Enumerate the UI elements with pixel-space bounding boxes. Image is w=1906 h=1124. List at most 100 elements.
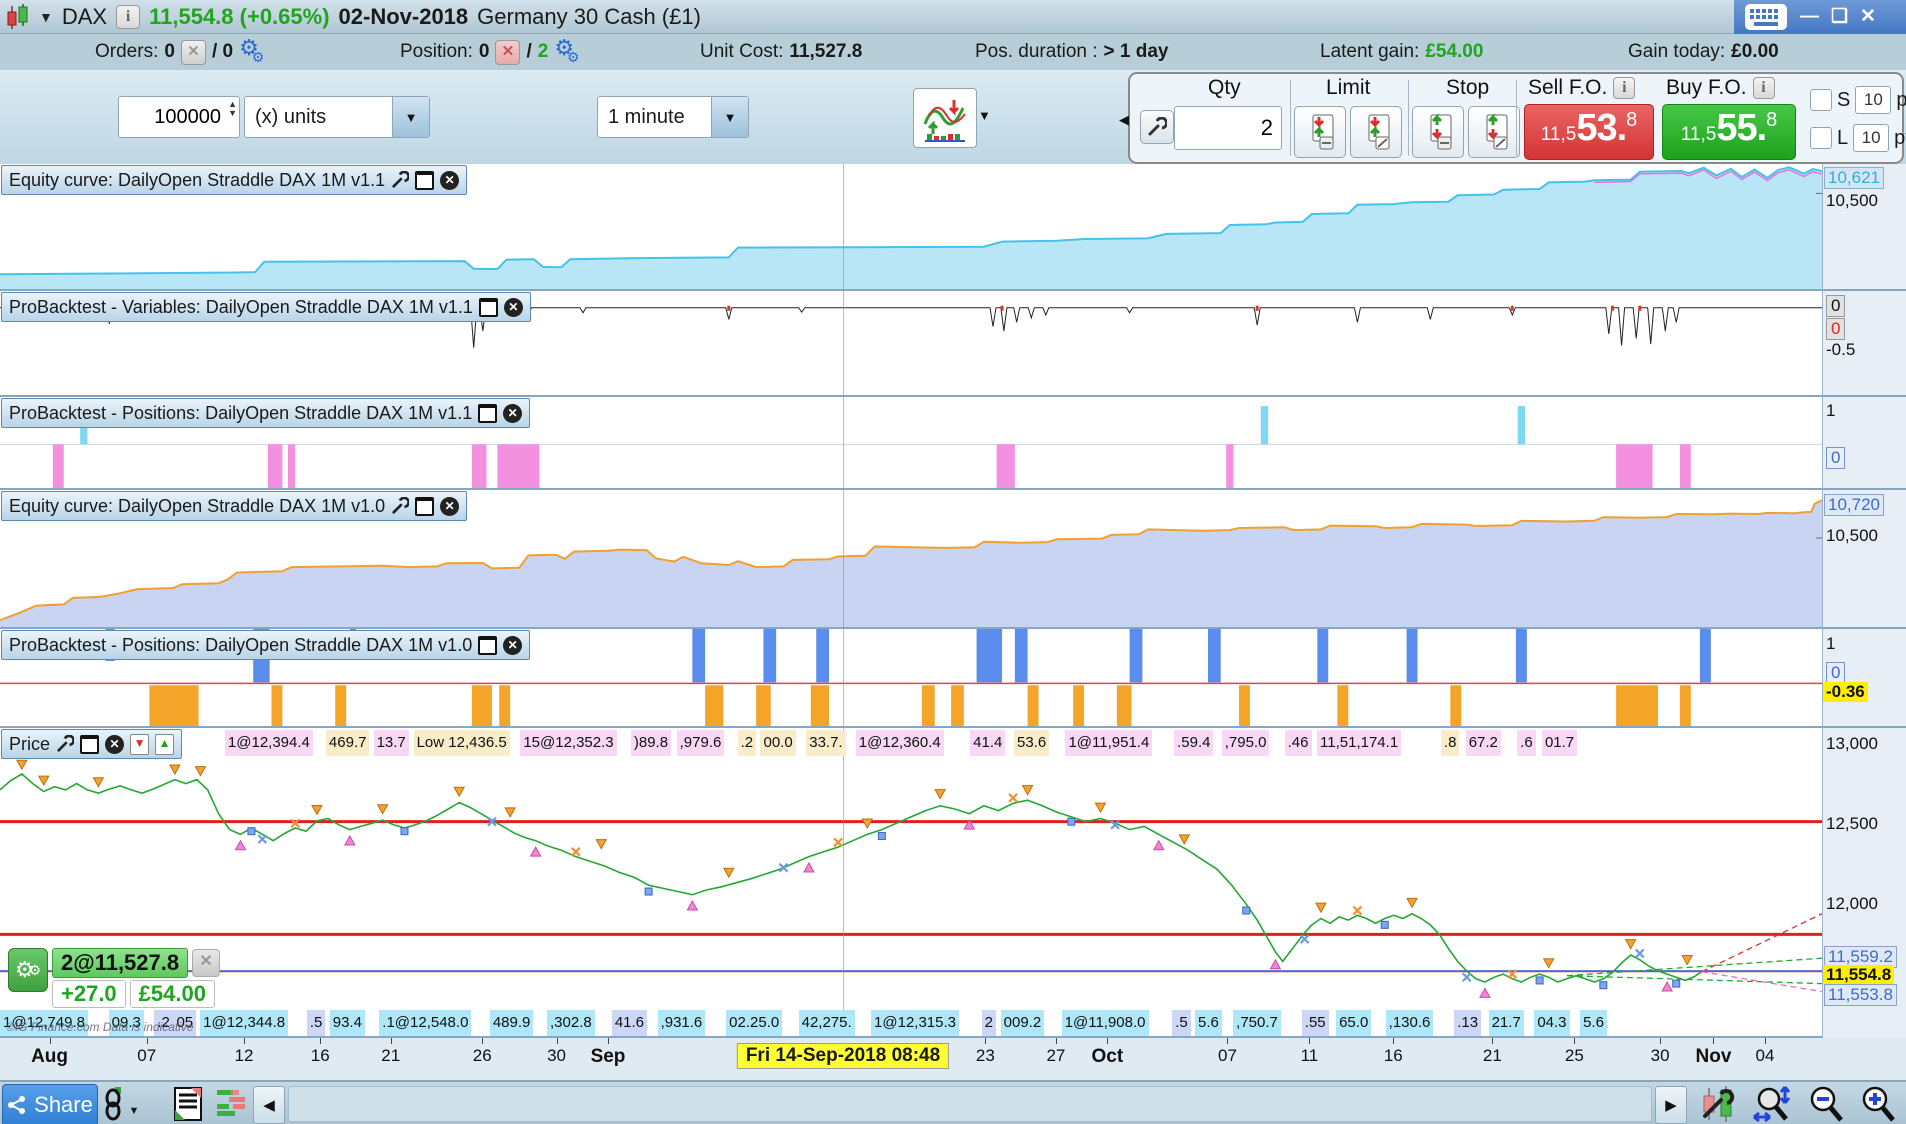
- chevron-down-icon[interactable]: ▼: [711, 97, 748, 137]
- position-status: Position: 0 ✕ / 2 ⚙⚙: [400, 34, 580, 70]
- scroll-right-button[interactable]: ▶: [1655, 1086, 1687, 1124]
- quantity-input[interactable]: [119, 104, 239, 130]
- pts-label: pts: [1894, 126, 1906, 149]
- positions-v10-panel[interactable]: ProBacktest - Positions: DailyOpen Strad…: [0, 629, 1822, 728]
- symbol-name[interactable]: DAX: [61, 3, 108, 29]
- trade-label: .8: [1440, 730, 1460, 756]
- scroll-left-button[interactable]: ◀: [253, 1086, 285, 1124]
- order-settings-button[interactable]: [1140, 110, 1174, 144]
- trade-label: .55: [1301, 1010, 1329, 1036]
- detach-window-icon[interactable]: [80, 734, 100, 754]
- chart-type-dropdown-icon[interactable]: ▼: [978, 108, 991, 123]
- price-chart-svg: [0, 759, 1822, 998]
- symbol-dropdown-icon[interactable]: ▼: [39, 8, 53, 25]
- close-icon[interactable]: ✕: [503, 635, 523, 655]
- positions-v10-plot[interactable]: [0, 629, 1822, 726]
- chart-settings-button[interactable]: [1698, 1085, 1738, 1123]
- time-scrollbar[interactable]: [288, 1086, 1652, 1122]
- quantity-field[interactable]: ▲▼: [118, 96, 240, 138]
- zoom-out-button[interactable]: [1806, 1085, 1846, 1123]
- trade-label: 09.3: [108, 1010, 144, 1036]
- info-icon[interactable]: i: [1752, 77, 1775, 99]
- wrench-icon[interactable]: [391, 497, 410, 515]
- close-button[interactable]: ✕: [1860, 6, 1876, 27]
- close-icon[interactable]: ✕: [105, 734, 125, 754]
- info-icon[interactable]: i: [1613, 77, 1636, 99]
- detach-window-icon[interactable]: [415, 170, 435, 190]
- close-position-icon[interactable]: ✕: [495, 39, 521, 65]
- units-select[interactable]: (x) units ▼: [244, 96, 430, 138]
- limit-label: Limit: [1326, 76, 1371, 99]
- news-button[interactable]: [168, 1085, 208, 1123]
- chart-type-button[interactable]: [913, 88, 977, 148]
- wrench-icon[interactable]: [391, 171, 410, 189]
- buy-orders-display-icon[interactable]: ▲: [155, 733, 175, 755]
- limit-points-input[interactable]: 10: [1853, 124, 1890, 152]
- divider: [1290, 80, 1291, 156]
- order-qty-input[interactable]: [1175, 114, 1281, 142]
- gain-today-label: Gain today:: [1628, 41, 1726, 62]
- trade-label: .5: [306, 1010, 326, 1036]
- stop-order-button-2[interactable]: [1468, 106, 1520, 158]
- position-status-bar: Orders: 0 ✕ / 0 ⚙⚙ Position: 0 ✕ / 2 ⚙⚙ …: [0, 34, 1906, 71]
- limit-checkbox[interactable]: [1810, 127, 1832, 149]
- trade-label: .5: [1172, 1010, 1191, 1036]
- sell-label: Sell F.O.: [1528, 76, 1608, 99]
- position-settings-icon[interactable]: ⚙⚙: [554, 34, 580, 65]
- position-tools-button[interactable]: ⚙ ⚙: [8, 948, 48, 992]
- stop-points-input[interactable]: 10: [1855, 86, 1892, 114]
- trade-label: 01.7: [1541, 730, 1578, 756]
- zoom-in-button[interactable]: [1858, 1085, 1898, 1123]
- share-icon: [8, 1096, 26, 1114]
- buy-button[interactable]: 11,5 55. 8: [1662, 104, 1796, 160]
- orders-settings-icon[interactable]: ⚙⚙: [239, 34, 265, 65]
- info-icon[interactable]: i: [116, 4, 141, 29]
- close-icon[interactable]: ✕: [440, 496, 460, 516]
- quantity-stepper[interactable]: ▲ ▼: [228, 99, 237, 118]
- chevron-down-icon[interactable]: ▼: [392, 97, 429, 137]
- timeframe-select[interactable]: 1 minute ▼: [597, 96, 749, 138]
- close-icon[interactable]: ✕: [503, 297, 523, 317]
- keyboard-icon[interactable]: [1744, 3, 1788, 31]
- stop-order-button-1[interactable]: [1412, 106, 1464, 158]
- x-axis-label: 16: [310, 1046, 330, 1065]
- equity-curve-v10-panel[interactable]: Equity curve: DailyOpen Straddle DAX 1M …: [0, 490, 1822, 629]
- link-charts-button[interactable]: ▼: [100, 1085, 140, 1123]
- close-position-button[interactable]: ✕: [192, 949, 221, 977]
- zoom-axes-button[interactable]: [1752, 1085, 1792, 1123]
- collapse-panel-icon[interactable]: ◀: [1119, 112, 1129, 127]
- x-axis-tick: [1227, 1038, 1229, 1044]
- equity-curve-v11-panel[interactable]: Equity curve: DailyOpen Straddle DAX 1M …: [0, 164, 1822, 291]
- minimize-button[interactable]: —: [1800, 6, 1819, 27]
- close-icon[interactable]: ✕: [440, 170, 460, 190]
- detach-window-icon[interactable]: [415, 496, 435, 516]
- position-label: Position:: [400, 41, 473, 62]
- detach-window-icon[interactable]: [478, 297, 498, 317]
- sell-button[interactable]: 11,5 53. 8: [1524, 104, 1654, 160]
- wrench-icon[interactable]: [56, 735, 75, 753]
- share-button[interactable]: Share: [2, 1084, 98, 1124]
- cancel-orders-icon[interactable]: ✕: [180, 39, 206, 65]
- equity-curve-v10-plot[interactable]: [0, 490, 1822, 627]
- price-plot[interactable]: [0, 728, 1822, 1036]
- maximize-button[interactable]: ❑: [1831, 6, 1849, 27]
- sell-orders-display-icon[interactable]: ▼: [130, 733, 150, 755]
- close-icon[interactable]: ✕: [503, 403, 523, 423]
- limit-order-button-2[interactable]: [1350, 106, 1402, 158]
- time-axis[interactable]: Fri 14-Sep-2018 08:48 Aug 07 12 16 21 26 30 Sep…: [0, 1038, 1906, 1081]
- detach-window-icon[interactable]: [478, 403, 498, 423]
- detach-window-icon[interactable]: [478, 635, 498, 655]
- equity-curve-v11-plot[interactable]: [0, 164, 1822, 289]
- x-axis-tick: [556, 1038, 558, 1044]
- pnl-points: +27.0: [52, 980, 126, 1008]
- trade-label: 05: [173, 1010, 197, 1036]
- x-axis-tick: [482, 1038, 484, 1044]
- x-axis-tick: [1107, 1038, 1109, 1044]
- price-panel[interactable]: Price ✕ ▼ ▲: [0, 728, 1822, 1038]
- positions-v11-panel[interactable]: ProBacktest - Positions: DailyOpen Strad…: [0, 397, 1822, 490]
- stop-checkbox[interactable]: [1810, 89, 1832, 111]
- variables-v11-panel[interactable]: ProBacktest - Variables: DailyOpen Strad…: [0, 291, 1822, 397]
- market-depth-button[interactable]: [212, 1085, 252, 1123]
- limit-order-button-1[interactable]: [1294, 106, 1346, 158]
- order-qty-field[interactable]: [1174, 106, 1282, 150]
